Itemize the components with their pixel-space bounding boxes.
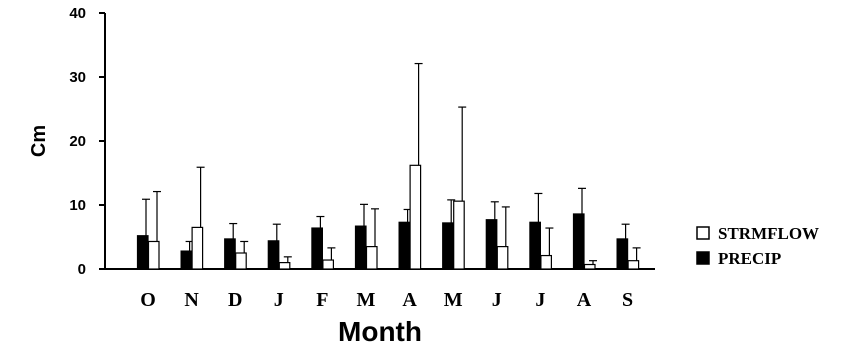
bar-strmflow xyxy=(409,164,422,270)
bar-precip xyxy=(442,222,454,270)
bar-precip xyxy=(267,240,280,270)
bar-strmflow xyxy=(365,246,378,270)
bar-precip xyxy=(616,238,629,270)
y-axis-title: Cm xyxy=(28,125,50,157)
bar-precip xyxy=(224,238,236,270)
bar-strmflow xyxy=(147,240,160,270)
x-tick-label: M xyxy=(444,289,463,311)
bar-precip xyxy=(529,221,542,270)
y-tick-label: 10 xyxy=(69,197,86,214)
bar-strmflow xyxy=(191,226,204,270)
legend-swatch-precip xyxy=(696,251,710,265)
bar-precip xyxy=(311,227,323,270)
legend-label-precip: PRECIP xyxy=(718,249,781,268)
axes xyxy=(104,13,655,270)
x-tick-label: S xyxy=(622,289,633,311)
bar-precip xyxy=(572,213,585,270)
x-tick-label: A xyxy=(402,289,417,311)
x-tick-label: F xyxy=(316,289,328,311)
y-tick-label: 30 xyxy=(69,69,86,86)
x-tick-label: J xyxy=(492,289,502,311)
legend-swatch-strmflow xyxy=(696,226,710,240)
bar-strmflow xyxy=(496,246,509,270)
bar-precip xyxy=(180,250,193,270)
x-tick-label: M xyxy=(357,289,376,311)
y-ticks: 0 10 20 30 40 xyxy=(69,5,105,278)
bar-precip xyxy=(354,225,367,270)
x-axis-title: Month xyxy=(338,316,422,347)
x-tick-label: D xyxy=(228,289,242,311)
bar-precip xyxy=(485,219,498,270)
x-tick-label: O xyxy=(140,289,156,311)
y-tick-label: 20 xyxy=(69,133,86,150)
bar-strmflow xyxy=(278,262,291,270)
bar-strmflow xyxy=(540,254,553,270)
x-tick-label: J xyxy=(274,289,284,311)
x-tick-label: J xyxy=(535,289,545,311)
bar-precip xyxy=(136,235,149,270)
x-tick-label: N xyxy=(184,289,199,311)
bar-strmflow xyxy=(235,252,247,270)
x-tick-label: A xyxy=(577,289,592,311)
y-tick-label: 0 xyxy=(78,261,86,278)
bars xyxy=(136,62,641,270)
bar-precip xyxy=(398,221,411,270)
bar-strmflow xyxy=(583,263,596,270)
bar-strmflow xyxy=(322,259,334,270)
legend: STRMFLOW PRECIP xyxy=(696,224,819,268)
bar-strmflow xyxy=(627,260,640,270)
bar-strmflow xyxy=(453,200,465,270)
y-tick-label: 40 xyxy=(69,5,86,22)
legend-label-strmflow: STRMFLOW xyxy=(718,224,819,243)
